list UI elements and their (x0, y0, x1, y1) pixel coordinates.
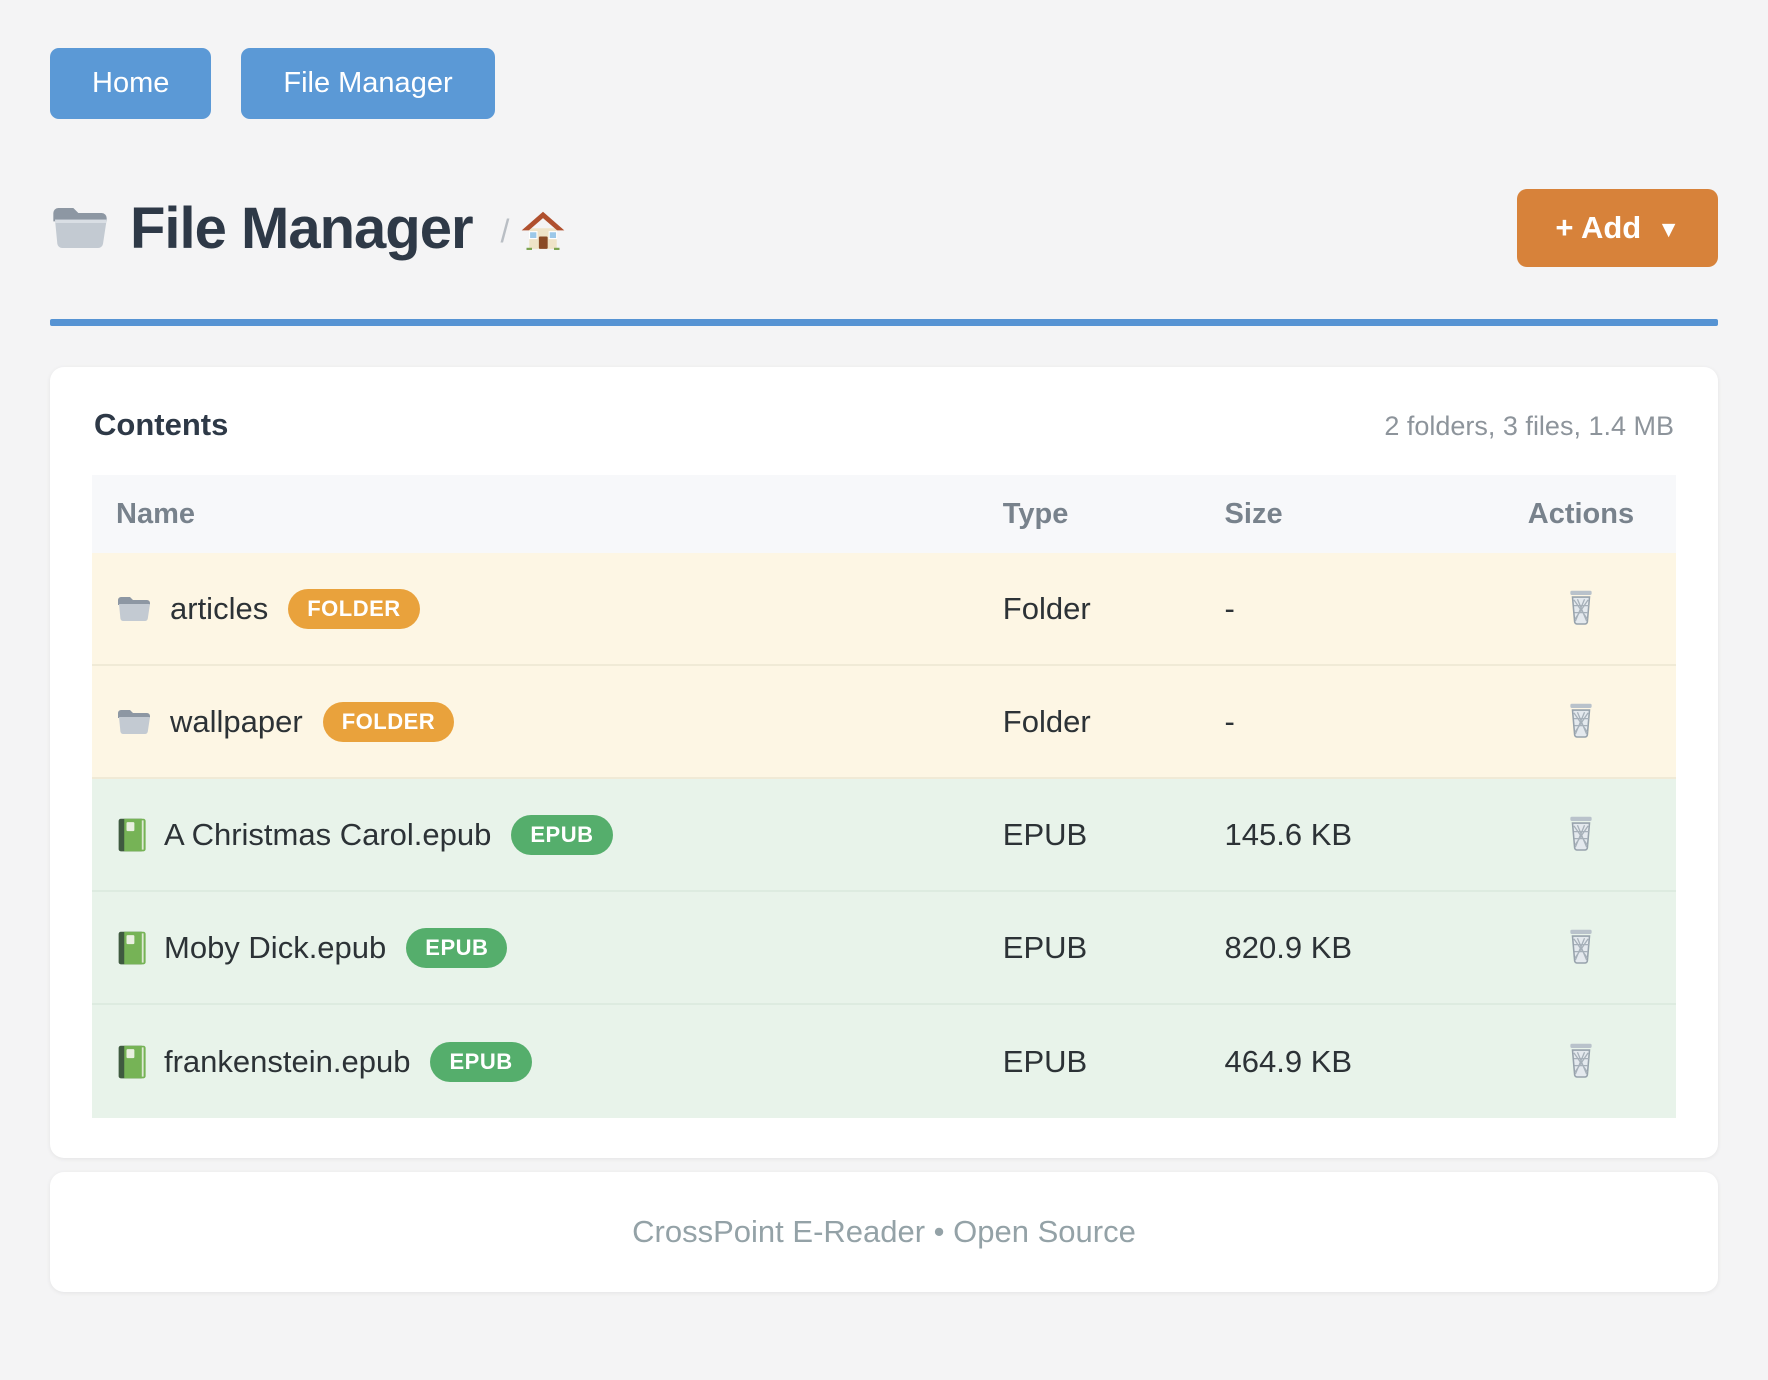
table-header-row: Name Type Size Actions (92, 475, 1676, 553)
file-type: EPUB (1002, 816, 1088, 852)
table-row-wallpaper[interactable]: wallpaper FOLDER Folder - (92, 666, 1676, 779)
folder-badge: FOLDER (288, 588, 420, 629)
path-separator: / (500, 212, 510, 249)
trash-icon (1564, 703, 1598, 743)
table-row-moby-dick[interactable]: Moby Dick.epub EPUB EPUB 820.9 KB (92, 892, 1676, 1005)
table-row-articles[interactable]: articles FOLDER Folder - (92, 553, 1676, 666)
page-title: File Manager (130, 195, 474, 261)
folder-badge: FOLDER (322, 701, 455, 742)
breadcrumb: Home File Manager (50, 48, 1718, 119)
add-button-label: + Add (1555, 210, 1642, 245)
nav-home-button[interactable]: Home (50, 48, 212, 119)
footer: CrossPoint E-Reader • Open Source (50, 1172, 1718, 1292)
folder-icon (116, 594, 152, 624)
book-icon (116, 930, 146, 966)
file-name[interactable]: wallpaper (170, 703, 303, 739)
trash-icon (1564, 590, 1598, 630)
delete-button[interactable] (1560, 1036, 1602, 1087)
folder-icon (50, 203, 110, 253)
file-size: - (1224, 703, 1235, 739)
title-group: File Manager / (50, 195, 565, 262)
chevron-down-icon: ▼ (1657, 216, 1680, 242)
house-icon[interactable] (521, 210, 565, 252)
table-row-frankenstein[interactable]: frankenstein.epub EPUB EPUB 464.9 KB (92, 1005, 1676, 1118)
nav-file-manager-button[interactable]: File Manager (241, 48, 495, 119)
footer-text: CrossPoint E-Reader • Open Source (632, 1214, 1136, 1249)
file-name[interactable]: frankenstein.epub (164, 1043, 411, 1079)
column-header-size: Size (1224, 497, 1283, 530)
file-type: Folder (1002, 590, 1091, 626)
book-icon (116, 1044, 146, 1080)
folder-icon (116, 707, 152, 737)
file-type: EPUB (1002, 929, 1088, 965)
file-size: 464.9 KB (1224, 1043, 1353, 1079)
trash-icon (1564, 1043, 1598, 1083)
file-type: EPUB (1002, 1043, 1088, 1079)
file-table: Name Type Size Actions articles FOLDER (92, 475, 1676, 1118)
delete-button[interactable] (1560, 696, 1602, 747)
header-divider (50, 319, 1718, 326)
contents-card-header: Contents 2 folders, 3 files, 1.4 MB (92, 407, 1676, 443)
delete-button[interactable] (1560, 809, 1602, 860)
contents-card: Contents 2 folders, 3 files, 1.4 MB Name… (50, 367, 1718, 1158)
file-name[interactable]: A Christmas Carol.epub (164, 816, 492, 852)
column-header-type: Type (1002, 497, 1069, 530)
table-row-christmas-carol[interactable]: A Christmas Carol.epub EPUB EPUB 145.6 K… (92, 779, 1676, 892)
contents-summary: 2 folders, 3 files, 1.4 MB (1384, 411, 1674, 441)
add-button[interactable]: + Add ▼ (1517, 189, 1718, 267)
trash-icon (1564, 929, 1598, 969)
file-type: Folder (1002, 703, 1091, 739)
column-header-name: Name (116, 497, 195, 530)
delete-button[interactable] (1560, 583, 1602, 634)
file-size: 820.9 KB (1224, 929, 1353, 965)
file-size: 145.6 KB (1224, 816, 1353, 852)
file-name[interactable]: Moby Dick.epub (164, 929, 387, 965)
file-name[interactable]: articles (170, 590, 269, 626)
file-size: - (1224, 590, 1235, 626)
column-header-actions: Actions (1527, 497, 1635, 530)
page: Home File Manager File Manager / (50, 48, 1718, 1292)
page-header: File Manager / + Add ▼ (50, 189, 1718, 267)
epub-badge: EPUB (406, 927, 508, 968)
delete-button[interactable] (1560, 922, 1602, 973)
epub-badge: EPUB (511, 814, 613, 855)
contents-heading: Contents (94, 407, 229, 442)
trash-icon (1564, 816, 1598, 856)
epub-badge: EPUB (430, 1041, 532, 1082)
book-icon (116, 817, 146, 853)
